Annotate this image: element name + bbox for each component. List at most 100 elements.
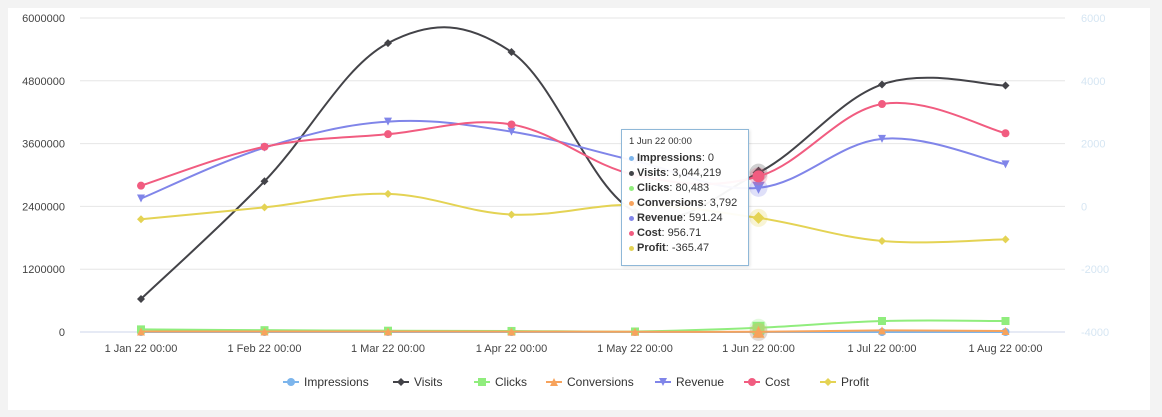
data-point-conversions[interactable] — [384, 327, 392, 336]
x-tick-label: 1 May 22 00:00 — [597, 343, 673, 355]
data-point-conversions[interactable] — [137, 327, 145, 336]
legend-item-visits[interactable]: Visits — [393, 375, 442, 389]
legend-label: Visits — [414, 375, 442, 389]
data-point-visits[interactable] — [507, 48, 516, 57]
data-point-cost[interactable] — [752, 170, 765, 183]
data-point-cost[interactable] — [384, 130, 392, 139]
data-point-revenue[interactable] — [384, 117, 392, 126]
series-dot-icon — [629, 200, 634, 206]
data-point-profit[interactable] — [507, 210, 516, 219]
y-right-tick-label: 2000 — [1081, 139, 1105, 151]
data-point-conversions[interactable] — [752, 325, 765, 338]
legend-label: Revenue — [676, 375, 724, 389]
data-point-profit[interactable] — [384, 189, 392, 198]
tooltip-header: 1 Jun 22 00:00 — [629, 136, 692, 147]
data-point-visits[interactable] — [137, 295, 145, 304]
data-point-profit[interactable] — [1001, 235, 1010, 244]
series-line-visits[interactable] — [140, 26, 1006, 300]
data-point-conversions[interactable] — [878, 326, 886, 335]
data-point-profit[interactable] — [260, 203, 269, 212]
legend-item-clicks[interactable]: Clicks — [474, 375, 527, 389]
y-left-tick-label: 1200000 — [22, 264, 65, 276]
tooltip-series-name: Impressions — [637, 152, 702, 164]
data-point-cost[interactable] — [878, 100, 886, 109]
tooltip-row-profit: Profit: -365.47 — [629, 241, 741, 256]
data-point-profit[interactable] — [137, 215, 145, 224]
x-tick-label: 1 Mar 22 00:00 — [351, 343, 425, 355]
data-point-revenue[interactable] — [752, 181, 765, 194]
legend-symbol-impressions[interactable] — [287, 378, 295, 386]
y-left-tick-label: 0 — [59, 327, 65, 339]
y-right-tick-label: 6000 — [1081, 13, 1105, 25]
tooltip-series-name: Conversions — [637, 197, 704, 209]
data-point-conversions[interactable] — [631, 327, 639, 336]
series-dot-icon — [629, 230, 634, 236]
tooltip-row-impressions: Impressions: 0 — [629, 151, 741, 166]
legend-item-cost[interactable]: Cost — [744, 375, 790, 389]
legend-symbol-clicks[interactable] — [478, 378, 486, 386]
tooltip-series-name: Clicks — [637, 182, 670, 194]
data-point-cost[interactable] — [260, 142, 269, 151]
data-point-visits[interactable] — [878, 80, 886, 89]
series-cost — [137, 100, 1010, 190]
legend-item-revenue[interactable]: Revenue — [655, 375, 724, 389]
tooltip-series-value: : 591.24 — [682, 212, 723, 224]
data-point-visits[interactable] — [260, 177, 269, 186]
data-point-revenue[interactable] — [1001, 160, 1010, 169]
chart-tooltip: 1 Jun 22 00:00 Impressions: 0 Visits: 3,0… — [621, 129, 749, 266]
legend-symbol-visits[interactable] — [397, 378, 405, 386]
y-right-tick-label: 0 — [1081, 201, 1087, 213]
data-point-revenue[interactable] — [137, 194, 145, 203]
data-point-profit[interactable] — [752, 211, 765, 224]
x-tick-label: 1 Jun 22 00:00 — [722, 343, 795, 355]
tooltip-row-cost: Cost: 956.71 — [629, 226, 741, 241]
series-line-conversions[interactable] — [140, 329, 1006, 333]
x-tick-label: 1 Jan 22 00:00 — [105, 343, 178, 355]
data-point-cost[interactable] — [507, 120, 516, 129]
legend-label: Clicks — [495, 375, 527, 389]
series-conversions — [137, 322, 1010, 341]
data-point-visits[interactable] — [1001, 81, 1010, 90]
legend-item-profit[interactable]: Profit — [820, 375, 870, 389]
series-line-profit[interactable] — [140, 192, 1006, 244]
series-profit — [137, 189, 1010, 245]
legend-label: Profit — [841, 375, 870, 389]
chart-card: 0 1200000 2400000 3600000 4800000 6000000 -400… — [8, 8, 1150, 410]
legend-item-impressions[interactable]: Impressions — [283, 375, 369, 389]
data-point-cost[interactable] — [1001, 129, 1010, 138]
tooltip-series-name: Cost — [637, 227, 662, 239]
data-point-profit[interactable] — [878, 236, 886, 245]
tooltip-series-value: : 80,483 — [669, 182, 710, 194]
tooltip-series-value: : 3,044,219 — [666, 167, 722, 179]
legend-label: Conversions — [567, 375, 634, 389]
data-point-conversions[interactable] — [507, 327, 516, 336]
data-point-clicks[interactable] — [1001, 317, 1010, 326]
data-point-conversions[interactable] — [1001, 326, 1010, 335]
legend-item-conversions[interactable]: Conversions — [546, 375, 634, 389]
line-chart[interactable]: 0 1200000 2400000 3600000 4800000 6000000 -400… — [8, 8, 1150, 410]
x-tick-label: 1 Aug 22 00:00 — [968, 343, 1042, 355]
series-line-revenue[interactable] — [140, 119, 1006, 200]
data-point-revenue[interactable] — [507, 127, 516, 136]
tooltip-row-clicks: Clicks: 80,483 — [629, 181, 741, 196]
data-point-revenue[interactable] — [878, 134, 886, 143]
legend-symbol-revenue[interactable] — [659, 378, 667, 386]
data-point-cost[interactable] — [137, 181, 145, 190]
tooltip-row-conversions: Conversions: 3,792 — [629, 196, 741, 211]
legend-symbol-profit[interactable] — [824, 378, 832, 386]
tooltip-row-visits: Visits: 3,044,219 — [629, 166, 741, 181]
series-dot-icon — [629, 245, 634, 251]
tooltip-series-value: : 3,792 — [703, 197, 738, 209]
y-right-tick-label: 4000 — [1081, 76, 1105, 88]
legend-symbol-conversions[interactable] — [550, 378, 558, 386]
tooltip-series-name: Profit — [637, 242, 666, 254]
data-point-clicks[interactable] — [878, 317, 886, 326]
y-right-tick-label: -2000 — [1081, 264, 1109, 276]
series-visits — [137, 26, 1010, 304]
legend-symbol-cost[interactable] — [748, 378, 756, 386]
tooltip-series-name: Visits — [637, 167, 667, 179]
series-line-cost[interactable] — [140, 101, 1006, 187]
data-point-conversions[interactable] — [260, 327, 269, 336]
series-dot-icon — [629, 185, 634, 191]
data-point-visits[interactable] — [384, 39, 392, 48]
